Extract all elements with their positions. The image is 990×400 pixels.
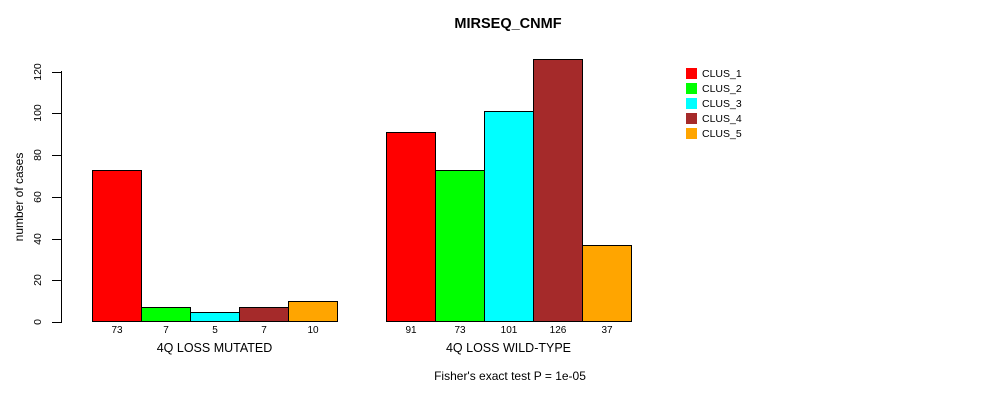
bar-value-label: 10 [307,325,319,336]
bar-clus_2-2 [435,170,485,322]
legend-swatch [686,98,697,109]
y-tick-label: 120 [32,63,44,81]
bar-value-label: 126 [549,325,567,336]
y-tick-label: 100 [32,104,44,122]
bar-clus_4-1 [239,307,289,322]
chart-title: MIRSEQ_CNMF [454,16,562,32]
legend-label: CLUS_4 [702,112,742,125]
y-tick [52,155,62,156]
bar-value-label: 73 [454,325,466,336]
legend-label: CLUS_2 [702,82,742,95]
bar-value-label: 37 [601,325,613,336]
legend: CLUS_1 CLUS_2 CLUS_3 CLUS_4 CLUS_5 [686,66,742,141]
legend-item-clus_3: CLUS_3 [686,96,742,111]
bar-clus_4-2 [533,59,583,322]
legend-swatch [686,113,697,124]
y-tick [52,322,62,323]
legend-swatch [686,128,697,139]
bar-clus_2-1 [141,307,191,322]
y-tick-label: 40 [32,233,44,245]
legend-swatch [686,68,697,79]
y-tick-label: 80 [32,149,44,161]
y-tick [52,280,62,281]
x-axis-group-label: 4Q LOSS MUTATED [156,341,273,355]
bar-value-label: 101 [500,325,518,336]
legend-item-clus_5: CLUS_5 [686,126,742,141]
x-axis-group-label: 4Q LOSS WILD-TYPE [445,341,572,355]
bar-clus_1-2 [386,132,436,322]
bar-value-label: 7 [261,325,267,336]
bar-clus_1-1 [92,170,142,322]
y-tick [52,197,62,198]
y-tick-label: 0 [32,319,44,325]
legend-item-clus_2: CLUS_2 [686,81,742,96]
legend-swatch [686,83,697,94]
bar-value-label: 91 [405,325,417,336]
bar-clus_5-2 [582,245,632,322]
y-axis-title: number of cases [12,152,26,242]
legend-label: CLUS_1 [702,67,742,80]
bar-clus_5-1 [288,301,338,322]
y-tick [52,113,62,114]
y-tick [52,72,62,73]
legend-label: CLUS_3 [702,97,742,110]
y-tick-label: 60 [32,191,44,203]
legend-item-clus_1: CLUS_1 [686,66,742,81]
y-tick-label: 20 [32,274,44,286]
bar-clus_3-2 [484,111,534,322]
bar-value-label: 5 [212,325,218,336]
y-tick [52,239,62,240]
bar-clus_3-1 [190,312,240,322]
chart-footer: Fisher's exact test P = 1e-05 [434,369,586,383]
legend-label: CLUS_5 [702,127,742,140]
bar-value-label: 73 [111,325,123,336]
legend-item-clus_4: CLUS_4 [686,111,742,126]
bar-value-label: 7 [163,325,169,336]
